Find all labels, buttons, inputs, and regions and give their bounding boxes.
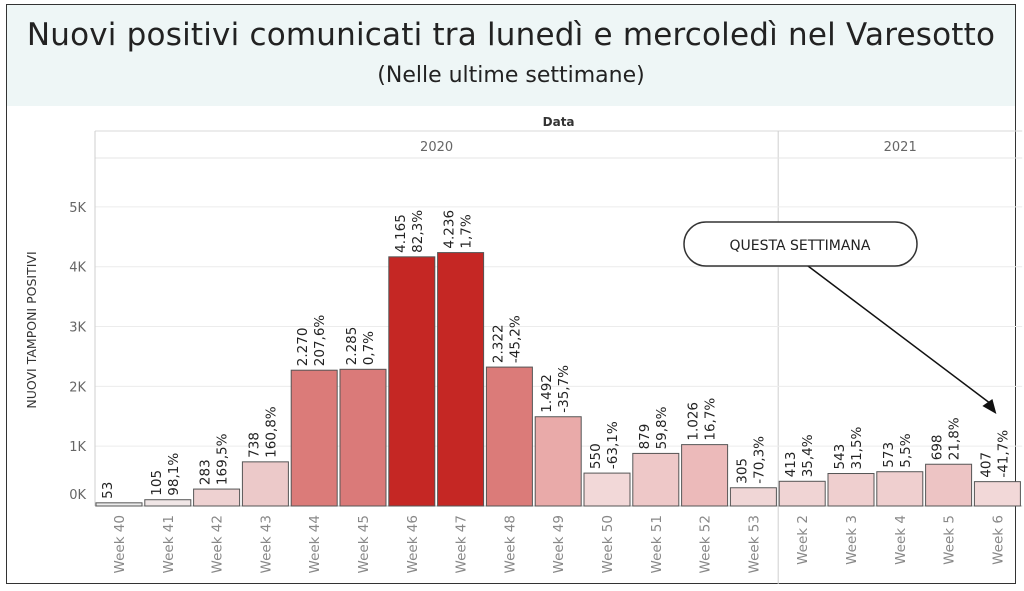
bar-week-53 (729, 487, 777, 507)
annotation-label: QUESTA SETTIMANA (730, 238, 871, 254)
x-tick-label: Week 51 (649, 515, 665, 573)
value-label: 105 (149, 470, 165, 496)
bar-week-44 (290, 369, 338, 507)
bar-week-41 (144, 499, 192, 507)
x-tick-label: Week 42 (210, 515, 226, 573)
value-label: 2.285 (344, 327, 360, 366)
bar-week-50 (583, 472, 631, 507)
pct-change-label: -63,1% (605, 421, 621, 469)
year-label-2020: 2020 (420, 140, 453, 155)
column-header: Data (543, 115, 575, 129)
x-tick-label: Week 45 (356, 515, 372, 573)
chart-title: Nuovi positivi comunicati tra lunedì e m… (26, 17, 996, 53)
x-tick-label: Week 41 (161, 515, 177, 573)
value-label: 1.026 (686, 402, 702, 441)
x-tick-label: Week 3 (844, 515, 860, 565)
pct-change-label: 16,7% (703, 398, 719, 441)
bar-week-51 (632, 452, 680, 507)
bar-week-46 (388, 256, 436, 507)
pct-change-label: 21,8% (947, 417, 963, 460)
bar-week-40 (95, 502, 143, 507)
pct-change-label: -35,7% (556, 365, 572, 413)
pct-change-label: -70,3% (751, 436, 767, 484)
value-label: 2.322 (490, 324, 506, 363)
value-label: 879 (637, 424, 653, 450)
title-band: Nuovi positivi comunicati tra lunedì e m… (7, 5, 1015, 106)
value-label: 407 (978, 452, 994, 478)
x-tick-label: Week 40 (112, 515, 128, 573)
bar-week-52 (681, 444, 729, 507)
bar-week-43 (241, 461, 289, 507)
x-tick-label: Week 53 (746, 515, 762, 573)
pct-change-label: 160,8% (263, 406, 279, 458)
bar-week-49 (534, 416, 582, 507)
pct-change-label: 0,7% (361, 331, 377, 365)
x-tick-label: Week 50 (600, 515, 616, 573)
pct-change-label: 98,1% (166, 453, 182, 496)
year-label-2021: 2021 (884, 140, 917, 155)
y-tick-label: 3K (69, 321, 86, 336)
bar-week-6 (973, 481, 1021, 507)
value-label: 2.270 (295, 328, 311, 367)
bar-week-48 (485, 366, 533, 507)
x-tick-label: Week 46 (405, 515, 421, 573)
annotation-box (683, 221, 918, 267)
value-label: 1.492 (539, 374, 555, 413)
value-label: 698 (930, 434, 946, 460)
value-label: 53 (100, 482, 116, 499)
y-axis-label: NUOVI TAMPONI POSITIVI (24, 251, 39, 408)
value-label: 738 (246, 432, 262, 458)
pct-change-label: -41,7% (995, 430, 1011, 478)
bar-week-3 (827, 473, 875, 507)
pct-change-label: 169,5% (215, 433, 231, 485)
x-tick-label: Week 2 (795, 515, 811, 565)
pct-change-label: 82,3% (410, 210, 426, 253)
bar-week-42 (193, 488, 241, 507)
pct-change-label: -45,2% (507, 315, 523, 363)
value-label: 4.236 (442, 210, 458, 249)
pct-change-label: 1,7% (459, 214, 475, 248)
x-tick-label: Week 4 (893, 515, 909, 565)
x-tick-label: Week 48 (502, 515, 518, 573)
value-label: 283 (198, 459, 214, 485)
y-tick-label: 1K (69, 440, 86, 455)
y-tick-label: 2K (69, 380, 86, 395)
chart-subtitle: (Nelle ultime settimane) (377, 63, 645, 88)
x-tick-label: Week 52 (698, 515, 714, 573)
pct-change-label: 59,8% (654, 406, 670, 449)
value-label: 4.165 (393, 214, 409, 253)
x-tick-label: Week 43 (258, 515, 274, 573)
annotation-arrow-head (982, 399, 997, 414)
x-tick-label: Week 49 (551, 515, 567, 573)
pct-change-label: 207,6% (312, 315, 328, 367)
y-tick-label: 0K (69, 488, 86, 503)
x-tick-label: Week 44 (307, 515, 323, 573)
x-tick-label: Week 6 (990, 515, 1006, 565)
y-tick-label: 4K (69, 261, 86, 276)
x-tick-label: Week 5 (942, 515, 958, 565)
y-tick-label: 5K (69, 201, 86, 216)
value-label: 413 (783, 452, 799, 478)
bar-week-45 (339, 368, 387, 507)
x-tick-label: Week 47 (454, 515, 470, 573)
bar-week-4 (876, 471, 924, 507)
bar-week-47 (437, 252, 485, 507)
bar-week-5 (925, 463, 973, 507)
pct-change-label: 35,4% (800, 434, 816, 477)
value-label: 573 (881, 442, 897, 468)
bar-week-2 (778, 480, 826, 507)
value-label: 543 (832, 444, 848, 470)
pct-change-label: 31,5% (849, 426, 865, 469)
pct-change-label: 5,5% (898, 433, 914, 467)
annotation-arrow-line (807, 265, 993, 406)
value-label: 305 (734, 458, 750, 484)
value-label: 550 (588, 443, 604, 469)
